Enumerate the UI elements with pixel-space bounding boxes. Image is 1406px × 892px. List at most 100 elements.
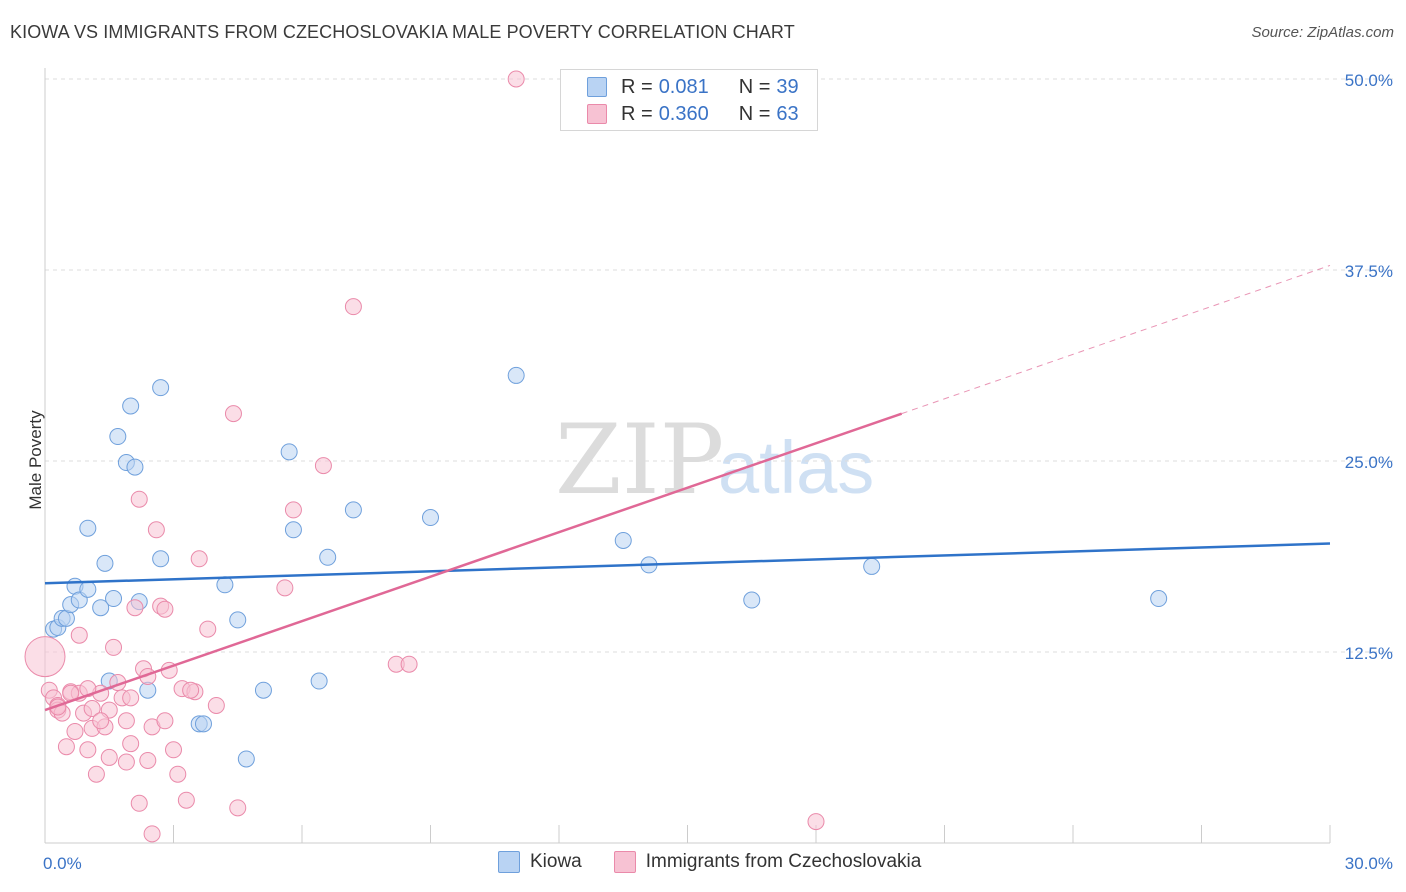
trend-line-0 (44, 542, 1331, 585)
kiowa-swatch (587, 77, 607, 97)
czech-point (117, 753, 135, 771)
r-label: R = (621, 102, 653, 125)
kiowa-point (254, 681, 272, 699)
czech-point (807, 813, 825, 831)
r-label: R = (621, 75, 653, 98)
correlation-legend: R = 0.081 N = 39 R = 0.360 N = 63 (560, 69, 818, 131)
kiowa-point (79, 580, 97, 598)
czech-point (224, 405, 242, 423)
legend-label-czech: Immigrants from Czechoslovakia (645, 851, 922, 872)
y-tick-label: 25.0% (1345, 453, 1393, 472)
kiowa-point (614, 531, 632, 549)
grid-lines (45, 78, 1395, 653)
czech-point (57, 738, 75, 756)
czech-point (199, 620, 217, 638)
trend-line-1 (44, 412, 903, 712)
czech-point (169, 765, 187, 783)
kiowa-point (96, 554, 114, 572)
czech-point (165, 741, 182, 759)
czech-point (70, 626, 88, 644)
n-label: N = (738, 102, 771, 125)
kiowa-point (1150, 590, 1168, 608)
kiowa-point (126, 458, 144, 476)
kiowa-point (229, 611, 247, 629)
n-value: 63 (776, 102, 799, 125)
czech-point (130, 490, 148, 508)
kiowa-point (105, 590, 123, 608)
czech-point (83, 700, 101, 718)
x-tick-label: 0.0% (43, 854, 82, 873)
kiowa-point (863, 557, 881, 575)
tick-labels: 12.5% 25.0% 37.5% 50.0% 0.0% 30.0% (43, 71, 1393, 873)
czech-point (139, 751, 157, 769)
czech-point (147, 521, 165, 539)
kiowa-point (344, 501, 362, 519)
kiowa-point (79, 519, 97, 537)
czech-point (190, 550, 208, 568)
kiowa-point (310, 672, 328, 690)
czech-point (156, 712, 174, 730)
czech-point (143, 825, 161, 843)
czech-point (400, 655, 418, 673)
kiowa-point (152, 550, 170, 568)
kiowa-point (743, 591, 761, 609)
czech-point (24, 636, 66, 678)
legend-label-kiowa: Kiowa (530, 851, 582, 872)
trend-lines (44, 264, 1331, 712)
legend-item-kiowa[interactable]: Kiowa (498, 851, 582, 873)
czech-point (87, 765, 105, 783)
czech-point (105, 638, 123, 656)
legend-row-kiowa: R = 0.081 N = 39 (561, 74, 799, 100)
x-tick-label: 30.0% (1345, 854, 1393, 873)
kiowa-point (122, 397, 140, 415)
czech-point (122, 689, 140, 707)
legend-row-czech: R = 0.360 N = 63 (561, 101, 799, 127)
kiowa-point (152, 379, 170, 397)
source-label: Source: ZipAtlas.com (1251, 24, 1394, 41)
trend-line-extension-1 (901, 264, 1331, 415)
czech-point (182, 681, 200, 699)
czech-point (207, 696, 225, 714)
axes (44, 68, 1331, 844)
kiowa-point (422, 509, 439, 527)
czech-point (507, 70, 525, 88)
kiowa-point (109, 428, 127, 446)
czech-point (284, 501, 302, 519)
kiowa-point (319, 548, 337, 566)
r-value: 0.360 (658, 102, 709, 125)
chart-title: KIOWA VS IMMIGRANTS FROM CZECHOSLOVAKIA … (10, 22, 795, 42)
czech-point (130, 794, 148, 812)
czech-swatch (587, 104, 607, 124)
czech-point (177, 791, 195, 809)
watermark-atlas: atlas (718, 426, 874, 509)
n-value: 39 (776, 75, 799, 98)
kiowa-point (92, 599, 110, 617)
czech-point (229, 799, 247, 817)
y-tick-label: 50.0% (1345, 71, 1393, 90)
r-value: 0.081 (658, 75, 709, 98)
czech-point (117, 712, 135, 730)
czech-point (66, 722, 84, 740)
czech-point (344, 298, 362, 316)
legend-item-czech[interactable]: Immigrants from Czechoslovakia (613, 851, 922, 873)
czech-point (314, 457, 332, 475)
czech-point (156, 600, 174, 618)
czech-point (126, 599, 144, 617)
kiowa-point (280, 443, 298, 461)
czech-point (92, 712, 110, 730)
y-tick-label: 37.5% (1345, 262, 1393, 281)
watermark-zip: ZIP (555, 404, 724, 516)
czech-swatch (613, 851, 636, 873)
czech-point (276, 579, 294, 597)
series-legend: Kiowa Immigrants from Czechoslovakia (498, 851, 953, 873)
czech-point (100, 748, 118, 766)
kiowa-point (237, 750, 255, 768)
kiowa-point (216, 576, 234, 594)
y-tick-label: 12.5% (1345, 644, 1393, 663)
n-label: N = (738, 75, 771, 98)
czech-point (79, 741, 97, 759)
kiowa-swatch (498, 851, 520, 873)
kiowa-point (284, 521, 302, 539)
kiowa-point (194, 715, 212, 733)
